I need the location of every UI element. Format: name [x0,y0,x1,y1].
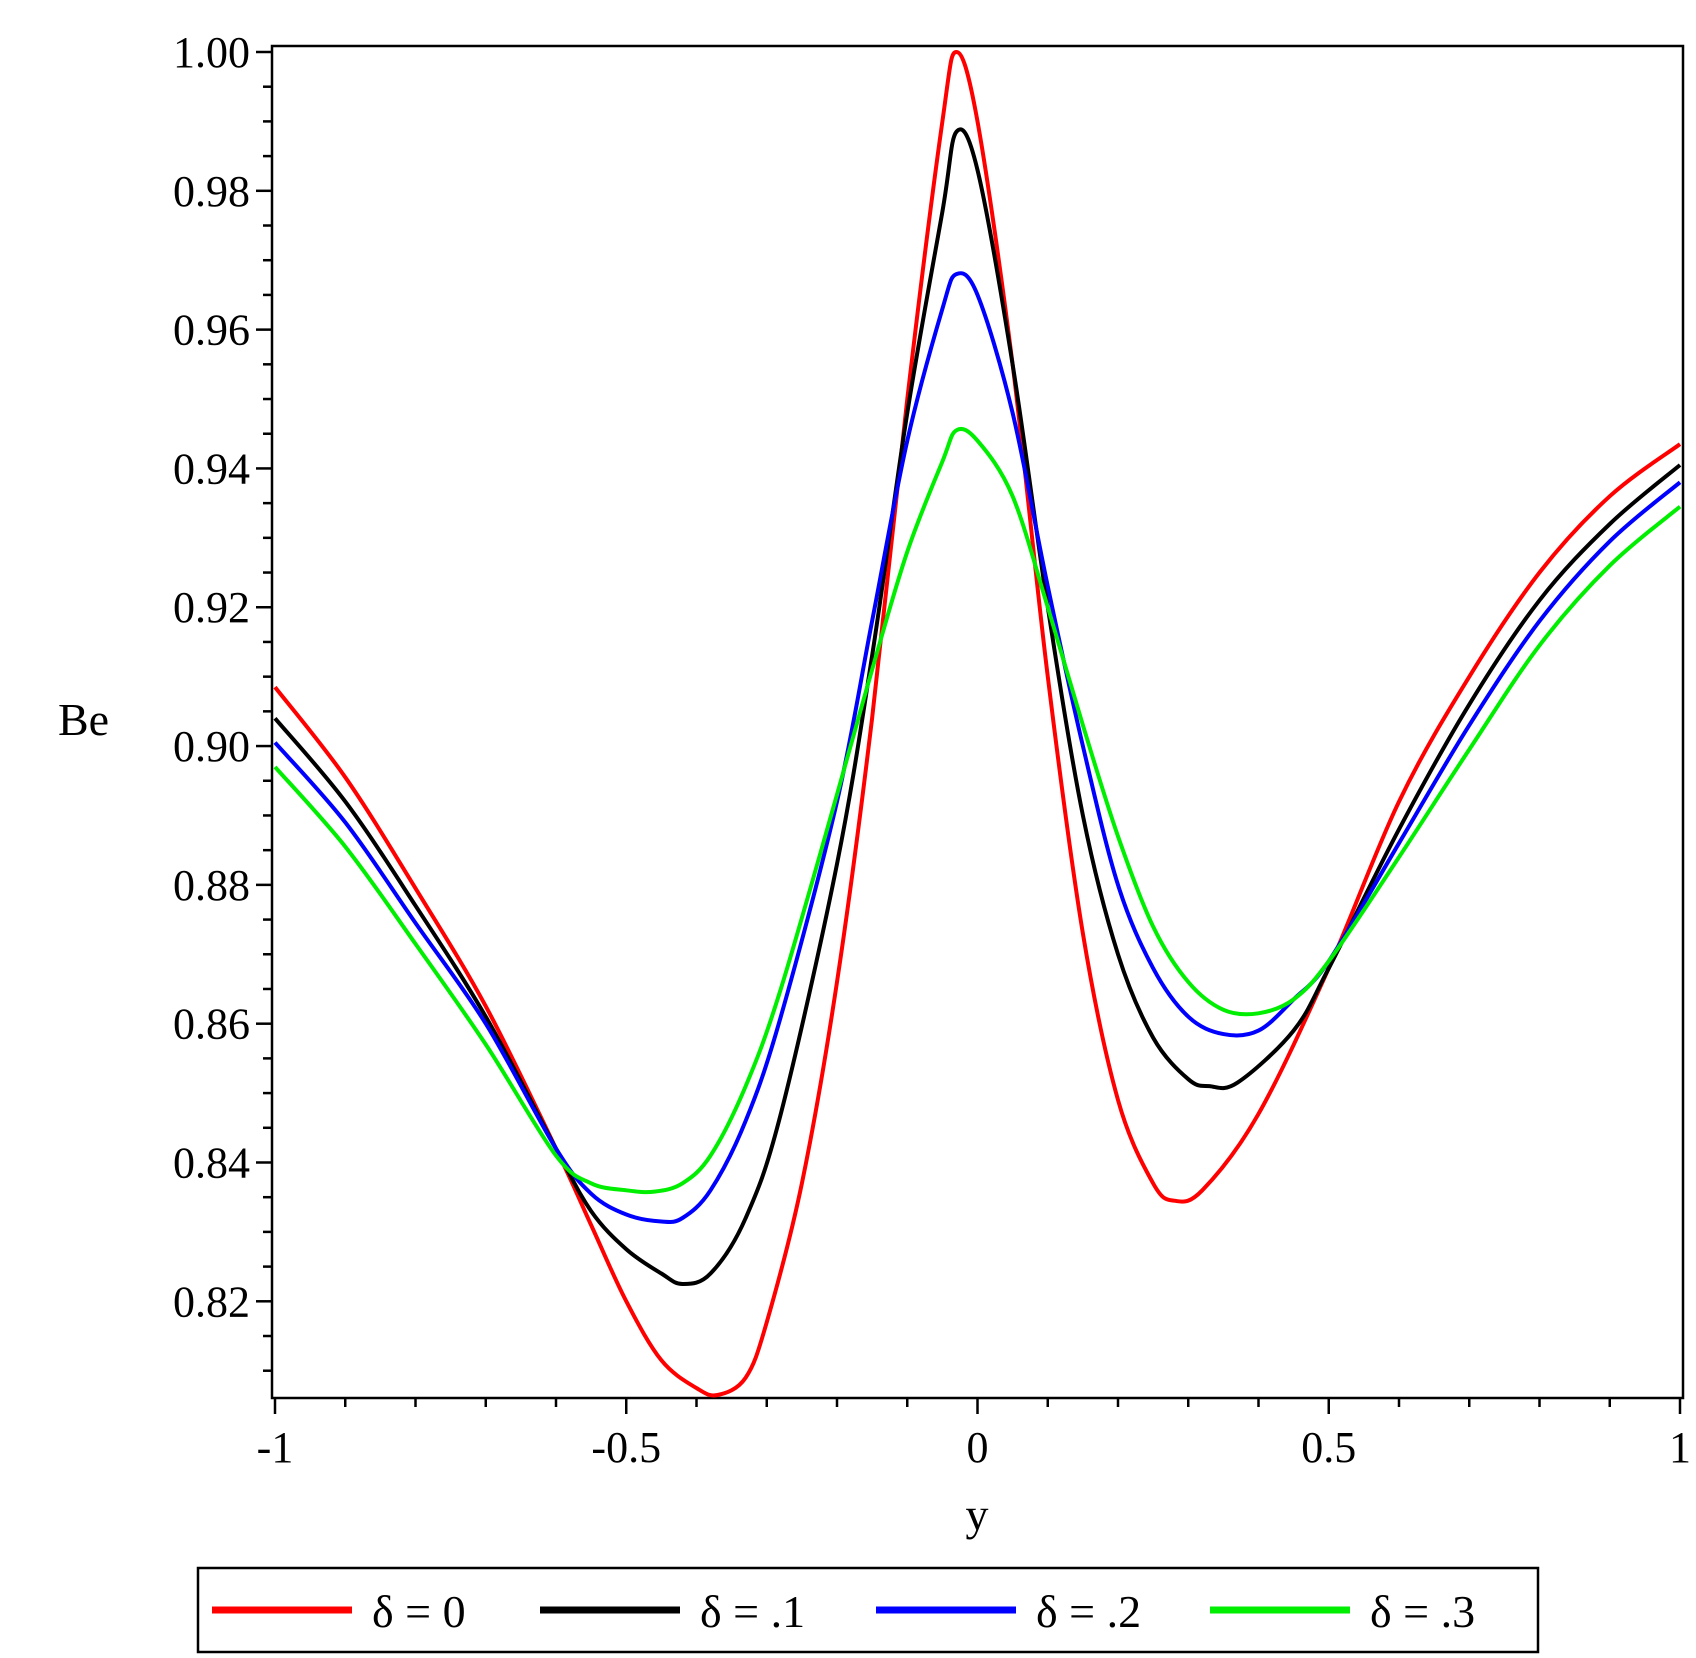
y-tick-label: 0.84 [173,1138,250,1187]
x-axis-ticks: -1 -0.5 0 0.5 1 [257,1398,1691,1472]
legend-label-1: δ = .1 [700,1586,805,1637]
legend: δ = 0 δ = .1 δ = .2 δ = .3 [212,1586,1475,1637]
x-tick-label: 1 [1669,1423,1691,1472]
y-tick-label: 0.98 [173,167,250,216]
x-tick-label: -1 [257,1423,294,1472]
series-line-1 [273,127,1682,1287]
y-tick-label: 0.94 [173,444,250,493]
legend-label-0: δ = 0 [372,1586,466,1637]
y-axis-label: Be [58,694,109,745]
y-tick-label: 0.86 [173,1000,250,1049]
x-tick-label: -0.5 [591,1423,661,1472]
series-lines [273,50,1682,1398]
legend-label-3: δ = .3 [1370,1586,1475,1637]
y-axis-ticks: 0.82 0.84 0.86 0.88 0.90 0.92 0.94 0.96 0.98 1.00 [173,28,272,1372]
y-tick-label: 0.90 [173,722,250,771]
y-tick-label: 0.88 [173,861,250,910]
series-line-0 [273,50,1682,1398]
legend-label-2: δ = .2 [1036,1586,1141,1637]
y-tick-label: 0.96 [173,306,250,355]
y-tick-label: 1.00 [173,28,250,77]
y-tick-label: 0.82 [173,1277,250,1326]
y-tick-label: 0.92 [173,583,250,632]
x-axis-label: y [966,1489,989,1540]
series-line-3 [273,426,1682,1195]
x-tick-label: 0 [967,1423,989,1472]
x-tick-label: 0.5 [1301,1423,1356,1472]
